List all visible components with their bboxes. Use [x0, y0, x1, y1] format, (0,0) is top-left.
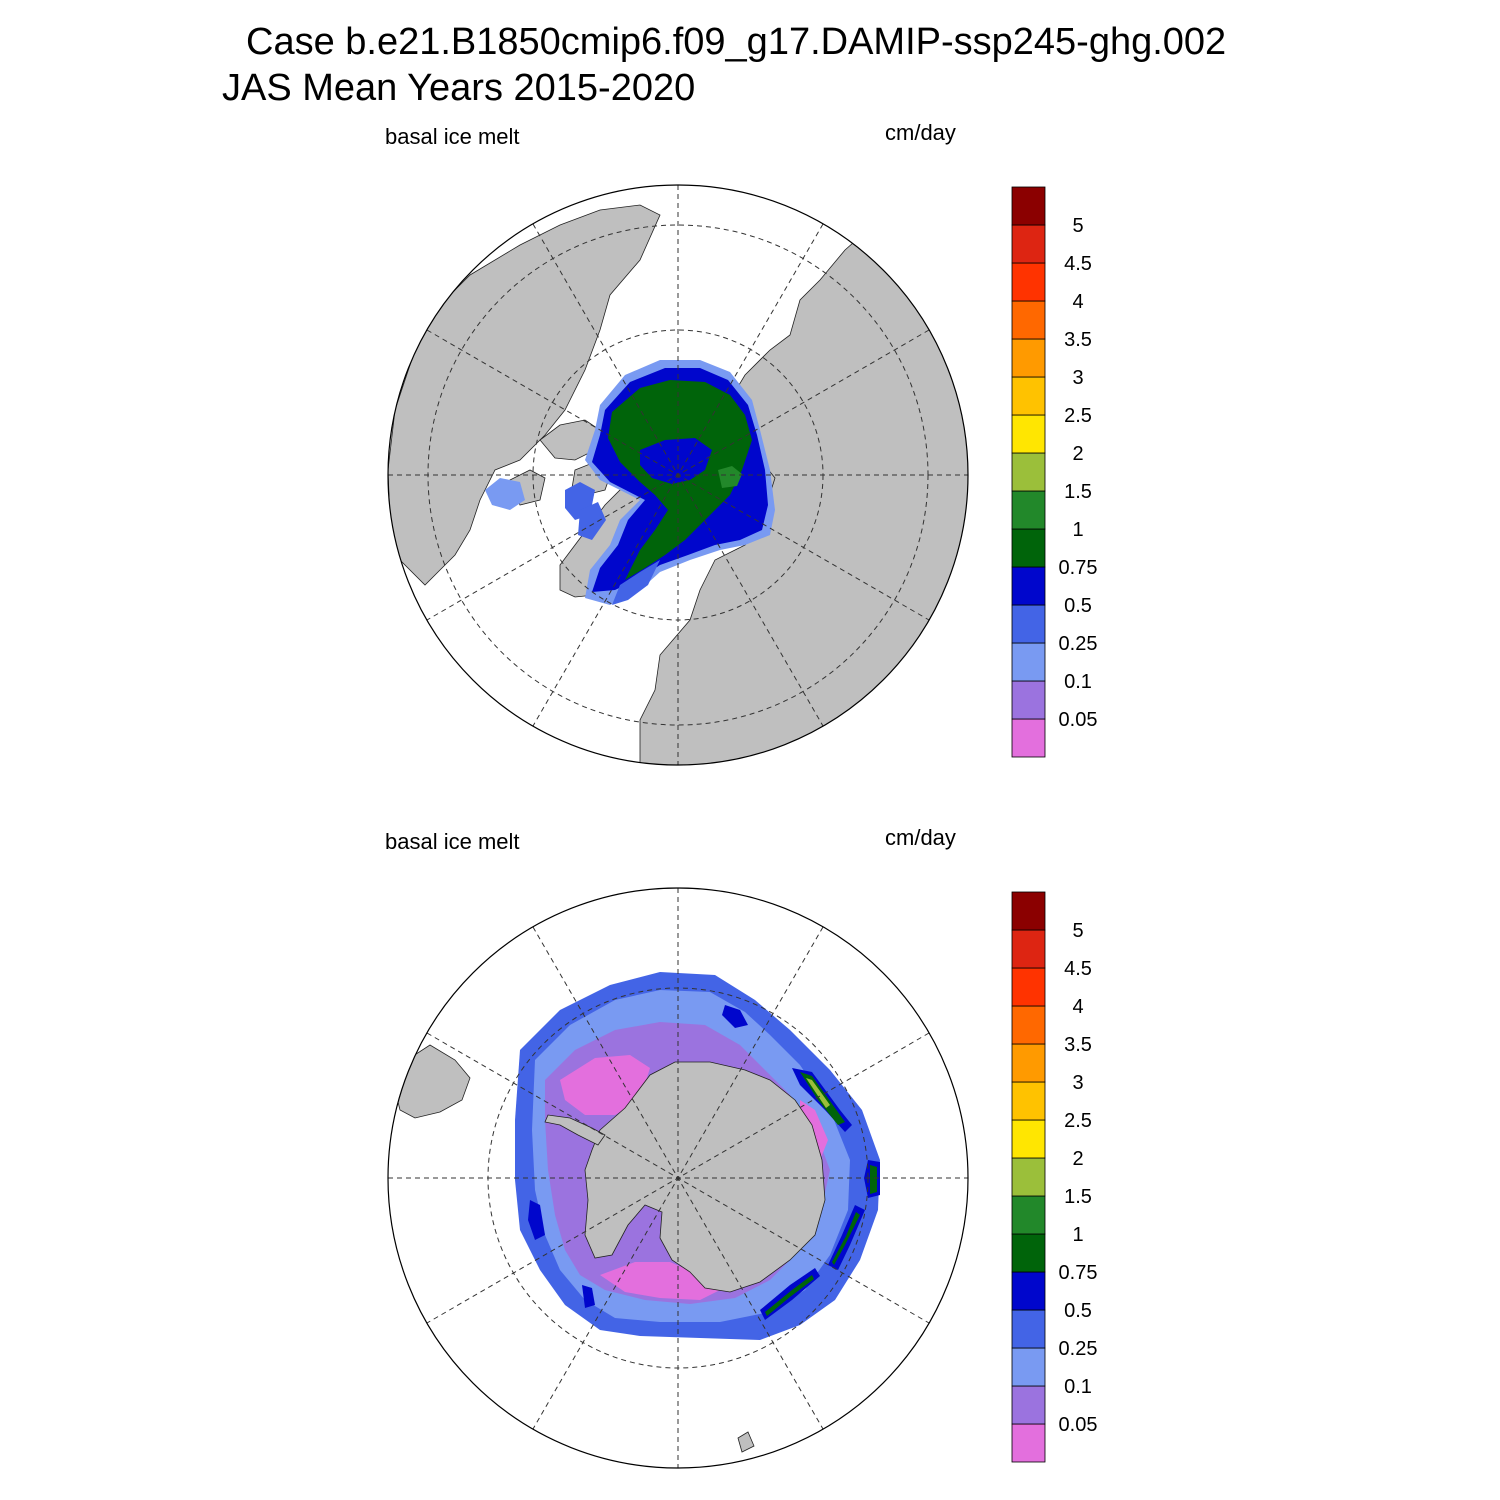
- sh-colorbar: 0.05 0.1 0.25 0.5 0.75 1 1.5 2 2.5 3 3.5 4 4.5 5: [1011, 891, 1098, 1463]
- nh-colorbar: 0.05 0.1 0.25 0.5 0.75 1 1.5 2 2.5 3 3.5 4 4.5 5: [1011, 186, 1098, 758]
- nh-colorbar-box: [1011, 338, 1046, 378]
- nh-colorbar-box: [1011, 376, 1046, 416]
- nh-graticule: [388, 185, 968, 765]
- nh-colorbar-box: [1011, 680, 1046, 720]
- sh-colorbar-box: [1011, 891, 1046, 931]
- nh-colorbar-tick-label: 0.25: [1059, 633, 1098, 655]
- nh-colorbar-tick-label: 3.5: [1064, 329, 1092, 351]
- sh-colorbar-box: [1011, 1005, 1046, 1045]
- nh-colorbar-tick-label: 1: [1072, 519, 1083, 541]
- sh-colorbar-tick-label: 3: [1072, 1072, 1083, 1094]
- sh-island: [737, 1431, 755, 1453]
- sh-colorbar-tick-label: 4.5: [1064, 958, 1092, 980]
- nh-colorbar-tick-label: 4.5: [1064, 253, 1092, 275]
- nh-colorbar-tick-label: 3: [1072, 367, 1083, 389]
- sh-colorbar-tick-label: 2.5: [1064, 1110, 1092, 1132]
- nh-colorbar-tick-label: 4: [1072, 291, 1083, 313]
- nh-polar-map: [387, 184, 969, 766]
- sh-colorbar-box: [1011, 1119, 1046, 1159]
- meridian: [426, 329, 930, 621]
- nh-melt-contour-1: [718, 466, 742, 488]
- nh-colorbar-box: [1011, 224, 1046, 264]
- sh-colorbar-box: [1011, 929, 1046, 969]
- nh-melt-pocket: [640, 438, 712, 484]
- nh-left-label: basal ice melt: [385, 124, 520, 149]
- figure-title-case: Case b.e21.B1850cmip6.f09_g17.DAMIP-ssp2…: [246, 21, 1227, 63]
- sh-left-label: basal ice melt: [385, 829, 520, 854]
- nh-colorbar-box: [1011, 566, 1046, 606]
- nh-colorbar-box: [1011, 262, 1046, 302]
- sh-melt-contour-low: [560, 1055, 650, 1115]
- nh-melt-labrador: [578, 502, 606, 540]
- nh-colorbar-tick-label: 2: [1072, 443, 1083, 465]
- nh-melt-greenland-coast: [612, 560, 660, 605]
- sh-melt-contour-0.5: [528, 1200, 545, 1240]
- south-america-landmass: [394, 1044, 471, 1119]
- sh-colorbar-tick-label: 2: [1072, 1148, 1083, 1170]
- meridian: [426, 1032, 930, 1324]
- sh-colorbar-box: [1011, 1233, 1046, 1273]
- sh-melt-contour-1: [806, 1078, 830, 1108]
- nh-map-border: [387, 184, 969, 766]
- sh-units-label: cm/day: [885, 825, 956, 850]
- sh-colorbar-box: [1011, 1081, 1046, 1121]
- nh-colorbar-tick-label: 1.5: [1064, 481, 1092, 503]
- nh-colorbar-box: [1011, 490, 1046, 530]
- nh-colorbar-box: [1011, 452, 1046, 492]
- sh-colorbar-box: [1011, 1347, 1046, 1387]
- nh-colorbar-box: [1011, 642, 1046, 682]
- sh-polar-map: [387, 887, 969, 1469]
- sh-melt-contour-0.5: [582, 1285, 595, 1308]
- nh-colorbar-tick-label: 0.1: [1064, 671, 1092, 693]
- sh-colorbar-box: [1011, 1309, 1046, 1349]
- sh-colorbar-tick-label: 5: [1072, 920, 1083, 942]
- nh-colorbar-box: [1011, 528, 1046, 568]
- nh-colorbar-tick-label: 2.5: [1064, 405, 1092, 427]
- sh-melt-contour-0.75: [765, 1275, 814, 1316]
- nh-colorbar-tick-label: 0.05: [1059, 709, 1098, 731]
- sh-melt-contour-0.5: [722, 1005, 748, 1028]
- nh-colorbar-tick-label: 0.75: [1059, 557, 1098, 579]
- sh-colorbar-box: [1011, 967, 1046, 1007]
- nh-colorbar-box: [1011, 604, 1046, 644]
- sh-colorbar-box: [1011, 1157, 1046, 1197]
- nh-colorbar-tick-label: 0.5: [1064, 595, 1092, 617]
- nh-melt-baffin: [485, 478, 525, 510]
- nh-units-label: cm/day: [885, 120, 956, 145]
- figure-title-period: JAS Mean Years 2015-2020: [222, 67, 696, 109]
- nh-colorbar-box: [1011, 186, 1046, 226]
- sh-colorbar-tick-label: 1.5: [1064, 1186, 1092, 1208]
- sh-map-border: [387, 887, 969, 1469]
- nh-ice-melt-field: [485, 360, 775, 605]
- sh-melt-contour-low: [800, 1100, 828, 1160]
- sh-colorbar-tick-label: 4: [1072, 996, 1083, 1018]
- sh-colorbar-tick-label: 0.1: [1064, 1376, 1092, 1398]
- sh-colorbar-tick-label: 0.05: [1059, 1414, 1098, 1436]
- nh-colorbar-box: [1011, 718, 1046, 758]
- sh-graticule: [388, 888, 968, 1468]
- antarctic-peninsula: [544, 1114, 606, 1146]
- nh-colorbar-box: [1011, 300, 1046, 340]
- sh-colorbar-box: [1011, 1385, 1046, 1425]
- sh-colorbar-box: [1011, 1043, 1046, 1083]
- sh-colorbar-tick-label: 0.75: [1059, 1262, 1098, 1284]
- sh-colorbar-box: [1011, 1423, 1046, 1463]
- sh-colorbar-tick-label: 0.25: [1059, 1338, 1098, 1360]
- sh-colorbar-box: [1011, 1195, 1046, 1235]
- nh-colorbar-tick-label: 5: [1072, 215, 1083, 237]
- antarctica-landmass: [584, 1061, 826, 1293]
- north-america-landmass: [388, 204, 661, 586]
- nh-colorbar-box: [1011, 414, 1046, 454]
- sh-colorbar-tick-label: 1: [1072, 1224, 1083, 1246]
- sh-colorbar-tick-label: 3.5: [1064, 1034, 1092, 1056]
- sh-melt-contour-0.75: [832, 1212, 860, 1265]
- sh-melt-contour-0.75: [870, 1165, 877, 1194]
- sh-colorbar-box: [1011, 1271, 1046, 1311]
- sh-colorbar-tick-label: 0.5: [1064, 1300, 1092, 1322]
